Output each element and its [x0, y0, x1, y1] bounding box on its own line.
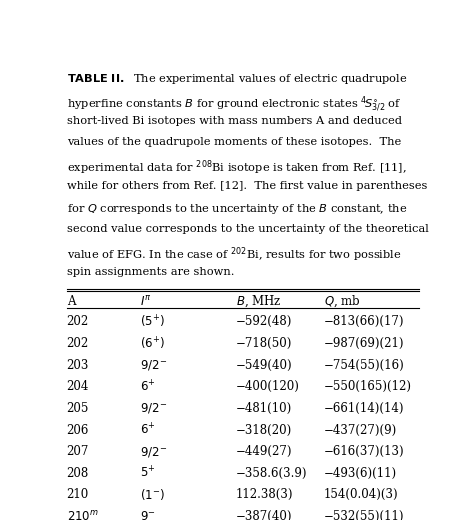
Text: −661(14)(14): −661(14)(14) — [324, 402, 404, 415]
Text: −449(27): −449(27) — [236, 445, 292, 458]
Text: $9/2^{-}$: $9/2^{-}$ — [140, 445, 167, 459]
Text: $B$, MHz: $B$, MHz — [236, 294, 281, 309]
Text: spin assignments are shown.: spin assignments are shown. — [66, 267, 234, 277]
Text: −754(55)(16): −754(55)(16) — [324, 359, 404, 372]
Text: −532(55)(11): −532(55)(11) — [324, 510, 404, 520]
Text: −437(27)(9): −437(27)(9) — [324, 423, 397, 436]
Text: experimental data for $^{208}$Bi isotope is taken from Ref. [11],: experimental data for $^{208}$Bi isotope… — [66, 159, 407, 177]
Text: 210: 210 — [66, 488, 89, 501]
Text: −718(50): −718(50) — [236, 337, 292, 350]
Text: $210^{m}$: $210^{m}$ — [66, 510, 99, 520]
Text: $\mathbf{TABLE\ II.}$  The experimental values of electric quadrupole: $\mathbf{TABLE\ II.}$ The experimental v… — [66, 72, 407, 86]
Text: $(5^{+})$: $(5^{+})$ — [140, 314, 165, 330]
Text: $9^{-}$: $9^{-}$ — [140, 510, 156, 520]
Text: 202: 202 — [66, 316, 89, 329]
Text: −550(165)(12): −550(165)(12) — [324, 380, 412, 393]
Text: $6^{+}$: $6^{+}$ — [140, 379, 155, 394]
Text: hyperfine constants $B$ for ground electronic states $^4\!S^{\circ}_{3/2}$ of: hyperfine constants $B$ for ground elect… — [66, 94, 401, 114]
Text: −358.6(3.9): −358.6(3.9) — [236, 467, 307, 480]
Text: 207: 207 — [66, 445, 89, 458]
Text: −387(40): −387(40) — [236, 510, 292, 520]
Text: $9/2^{-}$: $9/2^{-}$ — [140, 401, 167, 415]
Text: −318(20): −318(20) — [236, 423, 292, 436]
Text: $(6^{+})$: $(6^{+})$ — [140, 335, 165, 352]
Text: $(1^{-})$: $(1^{-})$ — [140, 487, 165, 502]
Text: −549(40): −549(40) — [236, 359, 292, 372]
Text: short-lived Bi isotopes with mass numbers A and deduced: short-lived Bi isotopes with mass number… — [66, 115, 401, 126]
Text: 154(0.04)(3): 154(0.04)(3) — [324, 488, 398, 501]
Text: 205: 205 — [66, 402, 89, 415]
Text: values of the quadrupole moments of these isotopes.  The: values of the quadrupole moments of thes… — [66, 137, 401, 147]
Text: 206: 206 — [66, 423, 89, 436]
Text: $Q$, mb: $Q$, mb — [324, 294, 361, 309]
Text: −481(10): −481(10) — [236, 402, 292, 415]
Text: 202: 202 — [66, 337, 89, 350]
Text: 204: 204 — [66, 380, 89, 393]
Text: −592(48): −592(48) — [236, 316, 292, 329]
Text: for $Q$ corresponds to the uncertainty of the $B$ constant, the: for $Q$ corresponds to the uncertainty o… — [66, 202, 407, 216]
Text: −813(66)(17): −813(66)(17) — [324, 316, 404, 329]
Text: −400(120): −400(120) — [236, 380, 300, 393]
Text: −987(69)(21): −987(69)(21) — [324, 337, 404, 350]
Text: $5^{+}$: $5^{+}$ — [140, 465, 155, 481]
Text: A: A — [66, 295, 75, 308]
Text: 112.38(3): 112.38(3) — [236, 488, 293, 501]
Text: value of EFG. In the case of $^{202}$Bi, results for two possible: value of EFG. In the case of $^{202}$Bi,… — [66, 245, 401, 264]
Text: −493(6)(11): −493(6)(11) — [324, 467, 397, 480]
Text: $9/2^{-}$: $9/2^{-}$ — [140, 358, 167, 372]
Text: second value corresponds to the uncertainty of the theoretical: second value corresponds to the uncertai… — [66, 224, 428, 234]
Text: 208: 208 — [66, 467, 89, 480]
Text: while for others from Ref. [12].  The first value in parentheses: while for others from Ref. [12]. The fir… — [66, 180, 427, 190]
Text: 203: 203 — [66, 359, 89, 372]
Text: $6^{+}$: $6^{+}$ — [140, 422, 155, 438]
Text: $I^{\pi}$: $I^{\pi}$ — [140, 294, 152, 308]
Text: −616(37)(13): −616(37)(13) — [324, 445, 404, 458]
